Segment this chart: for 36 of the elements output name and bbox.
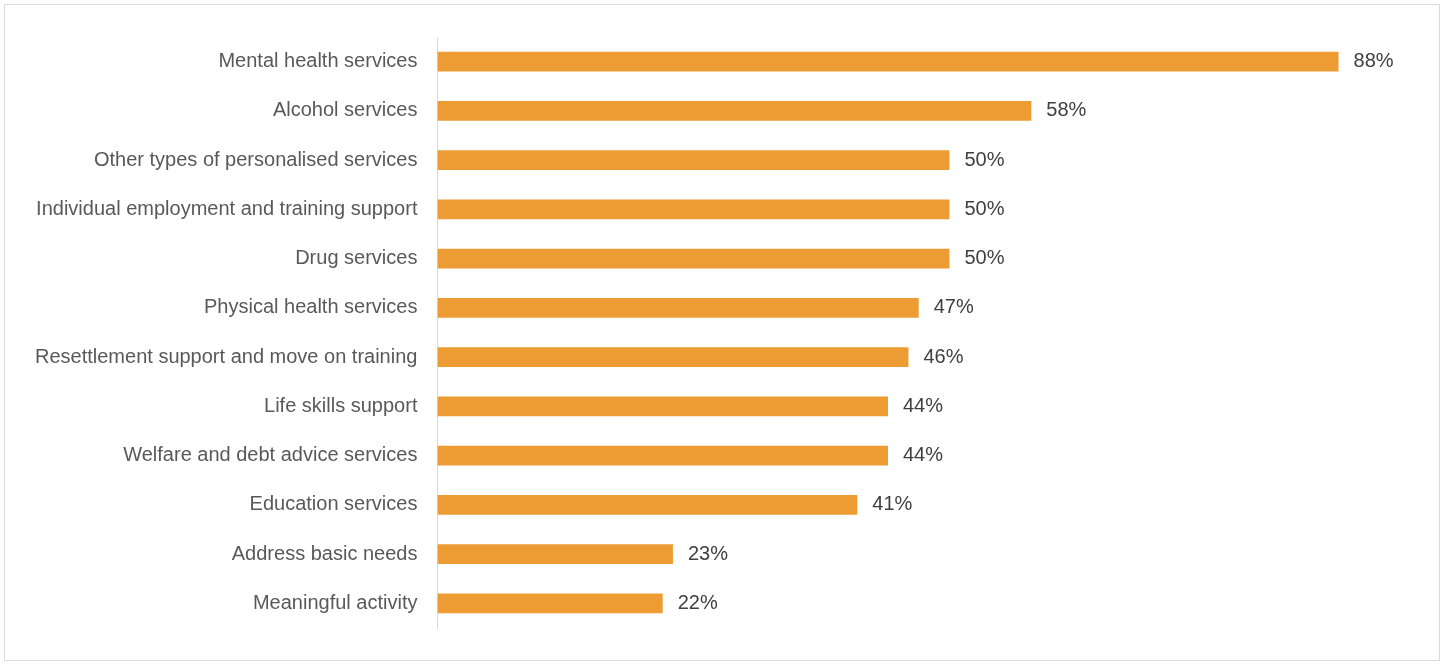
y-tick-label: Education services <box>249 492 418 515</box>
bar <box>437 150 950 170</box>
y-tick-label: Physical health services <box>204 295 418 318</box>
data-label: 44% <box>902 443 944 466</box>
bar <box>437 593 663 614</box>
y-tick-label: Meaningful activity <box>252 590 418 613</box>
data-label: 50% <box>964 196 1005 219</box>
y-tick-label: Life skills support <box>264 393 418 416</box>
bar <box>437 298 919 318</box>
bar <box>437 248 950 269</box>
y-tick-label: Resettlement support and move on training <box>34 344 418 367</box>
data-label: 22% <box>677 590 718 613</box>
y-tick-label: Other types of personalised services <box>93 147 418 170</box>
y-tick-label: Welfare and debt advice services <box>123 443 418 466</box>
y-tick-label: Alcohol services <box>272 98 418 121</box>
y-tick-label: Drug services <box>295 246 418 269</box>
bar <box>437 347 909 367</box>
bar <box>437 495 858 515</box>
data-label: 88% <box>1353 49 1394 72</box>
data-label: 58% <box>1046 98 1087 121</box>
bar <box>437 445 888 466</box>
data-label: 47% <box>933 295 974 318</box>
bar <box>437 544 673 564</box>
y-tick-label: Individual employment and training support <box>36 196 418 219</box>
data-label: 41% <box>872 492 913 515</box>
data-label: 50% <box>964 147 1005 170</box>
y-tick-label: Mental health services <box>218 49 418 72</box>
bar <box>437 199 950 220</box>
bar <box>437 101 1032 121</box>
bar <box>437 396 888 417</box>
bar <box>437 51 1339 72</box>
data-label: 23% <box>687 541 729 564</box>
data-label: 46% <box>923 344 964 367</box>
y-tick-label: Address basic needs <box>231 541 418 564</box>
data-label: 50% <box>964 246 1005 269</box>
data-label: 44% <box>902 393 944 416</box>
